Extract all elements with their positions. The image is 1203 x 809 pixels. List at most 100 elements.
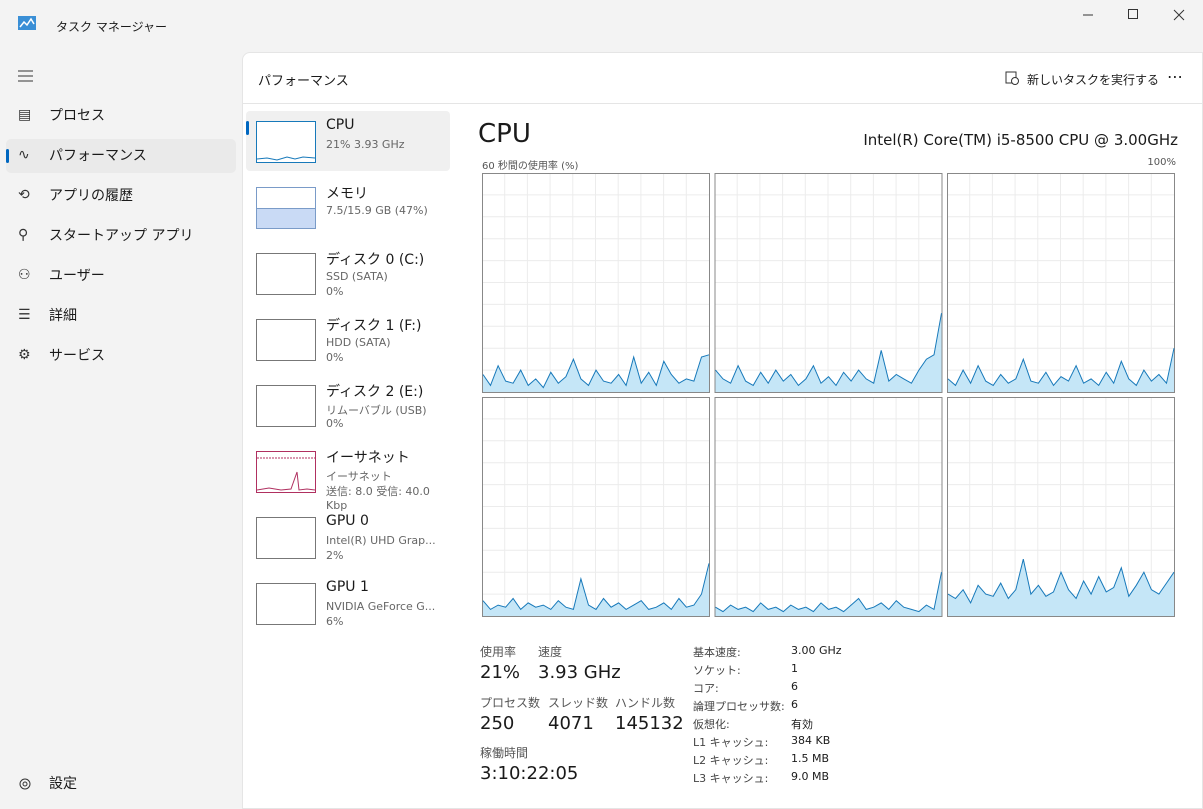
separator xyxy=(243,103,1202,104)
net-thumb-line xyxy=(256,457,316,491)
device-thumbnail xyxy=(256,583,316,625)
new-task-button[interactable]: 新しいタスクを実行する xyxy=(1027,73,1160,87)
cpu-model: Intel(R) Core(TM) i5-8500 CPU @ 3.00GHz xyxy=(863,131,1178,149)
detail-label: コア: xyxy=(693,682,719,695)
nav-item[interactable]: サービス xyxy=(49,348,105,364)
app-icon xyxy=(18,16,36,30)
device-item[interactable]: ディスク 1 (F:) HDD (SATA) 0% xyxy=(246,309,450,369)
device-item[interactable]: CPU 21% 3.93 GHz xyxy=(246,111,450,171)
more-button[interactable]: ⋯ xyxy=(1167,67,1184,86)
nav-icon: ☰ xyxy=(18,307,31,323)
core-usage-area xyxy=(483,354,709,392)
detail-label: L2 キャッシュ: xyxy=(693,754,769,767)
detail-label: 論理プロセッサ数: xyxy=(693,700,785,713)
device-name: メモリ xyxy=(326,186,368,202)
window-controls[interactable] xyxy=(1070,0,1203,32)
cpu-core-graphs xyxy=(482,173,1175,617)
nav-icon: ▤ xyxy=(18,107,32,123)
stat-value: 3:10:22:05 xyxy=(480,763,579,784)
cpu-thumb-line xyxy=(256,156,316,161)
detail-label: ソケット: xyxy=(693,664,741,677)
device-thumbnail xyxy=(256,187,316,229)
detail-label: L1 キャッシュ: xyxy=(693,736,769,749)
device-item[interactable]: GPU 1 NVIDIA GeForce G... 6% xyxy=(246,573,450,633)
device-thumbnail xyxy=(256,451,316,493)
nav-item[interactable]: プロセス xyxy=(49,108,105,124)
device-detail: 0% xyxy=(326,285,344,298)
stat-value: 4071 xyxy=(548,713,594,734)
detail-value: 有効 xyxy=(791,718,813,731)
device-detail: SSD (SATA) xyxy=(326,270,388,283)
core-usage-line xyxy=(482,354,710,389)
detail-value: 6 xyxy=(791,698,798,711)
device-thumbnail xyxy=(256,253,316,295)
stat-value: 145132 xyxy=(615,713,684,734)
stat-value: 3.93 GHz xyxy=(538,662,621,683)
detail-value: 1.5 MB xyxy=(791,752,830,765)
device-detail: 0% xyxy=(326,351,344,364)
core-usage-area xyxy=(948,348,1174,392)
device-detail: NVIDIA GeForce G... xyxy=(326,600,436,613)
nav-item[interactable]: 詳細 xyxy=(49,308,77,324)
device-name: ディスク 1 (F:) xyxy=(326,318,422,334)
device-item[interactable]: GPU 0 Intel(R) UHD Grap... 2% xyxy=(246,507,450,567)
device-name: イーサネット xyxy=(326,450,410,466)
device-detail: 送信: 8.0 受信: 40.0 Kbp xyxy=(326,485,430,512)
nav-icon: ⟲ xyxy=(18,187,30,203)
detail-label: 基本速度: xyxy=(693,646,741,659)
nav-icon: ⚲ xyxy=(18,227,29,243)
nav-item[interactable]: アプリの履歴 xyxy=(49,188,133,204)
new-task-icon xyxy=(1005,71,1019,85)
device-detail: リムーバブル (USB) xyxy=(326,404,427,417)
stat-value: 250 xyxy=(480,713,515,734)
stat-label: プロセス数 xyxy=(480,696,541,710)
detail-value: 9.0 MB xyxy=(791,770,830,783)
nav-item[interactable]: ユーザー xyxy=(49,268,105,284)
device-detail: 21% 3.93 GHz xyxy=(326,138,405,151)
device-item[interactable]: ディスク 0 (C:) SSD (SATA) 0% xyxy=(246,243,450,303)
device-thumbnail xyxy=(256,319,316,361)
device-detail: 7.5/15.9 GB (47%) xyxy=(326,204,428,217)
device-detail: イーサネット xyxy=(326,470,392,483)
core-usage-area xyxy=(948,559,1174,616)
graph-max: 100% xyxy=(1147,157,1176,168)
device-item[interactable]: メモリ 7.5/15.9 GB (47%) xyxy=(246,177,450,237)
stat-label: ハンドル数 xyxy=(615,696,676,710)
stat-label: 稼働時間 xyxy=(480,746,529,760)
device-thumbnail xyxy=(256,385,316,427)
detail-label: 仮想化: xyxy=(693,718,730,731)
device-name: ディスク 2 (E:) xyxy=(326,384,424,400)
detail-value: 384 KB xyxy=(791,734,831,747)
device-item[interactable]: イーサネット イーサネット 送信: 8.0 受信: 40.0 Kbp xyxy=(246,441,450,512)
device-name: CPU xyxy=(326,117,355,133)
core-usage-line xyxy=(947,558,1175,605)
settings-nav[interactable]: 設定 xyxy=(49,776,77,792)
core-usage-line xyxy=(482,563,710,611)
nav-icon: ∿ xyxy=(18,147,30,163)
device-item[interactable]: ディスク 2 (E:) リムーバブル (USB) 0% xyxy=(246,375,450,435)
device-name: ディスク 0 (C:) xyxy=(326,252,425,268)
device-detail: HDD (SATA) xyxy=(326,336,391,349)
nav-item[interactable]: スタートアップ アプリ xyxy=(49,228,194,244)
settings-icon xyxy=(19,778,31,790)
stat-label: 速度 xyxy=(538,645,563,659)
device-detail: Intel(R) UHD Grap... xyxy=(326,534,436,547)
core-usage-line xyxy=(715,572,942,613)
window-title: タスク マネージャー xyxy=(56,20,167,34)
detail-label: L3 キャッシュ: xyxy=(693,772,769,785)
device-name: GPU 0 xyxy=(326,513,369,529)
page-title: パフォーマンス xyxy=(258,74,349,89)
cpu-title: CPU xyxy=(478,119,531,149)
detail-value: 1 xyxy=(791,662,798,675)
stat-label: 使用率 xyxy=(480,645,517,659)
nav-item[interactable]: パフォーマンス xyxy=(6,139,236,173)
stat-value: 21% xyxy=(480,662,521,683)
nav-icon: ⚇ xyxy=(18,267,31,283)
menu-button[interactable] xyxy=(18,70,34,82)
memory-fill xyxy=(257,208,315,228)
device-detail: 6% xyxy=(326,615,344,628)
core-usage-area xyxy=(715,313,942,392)
device-thumbnail xyxy=(256,517,316,559)
device-detail: 2% xyxy=(326,549,344,562)
